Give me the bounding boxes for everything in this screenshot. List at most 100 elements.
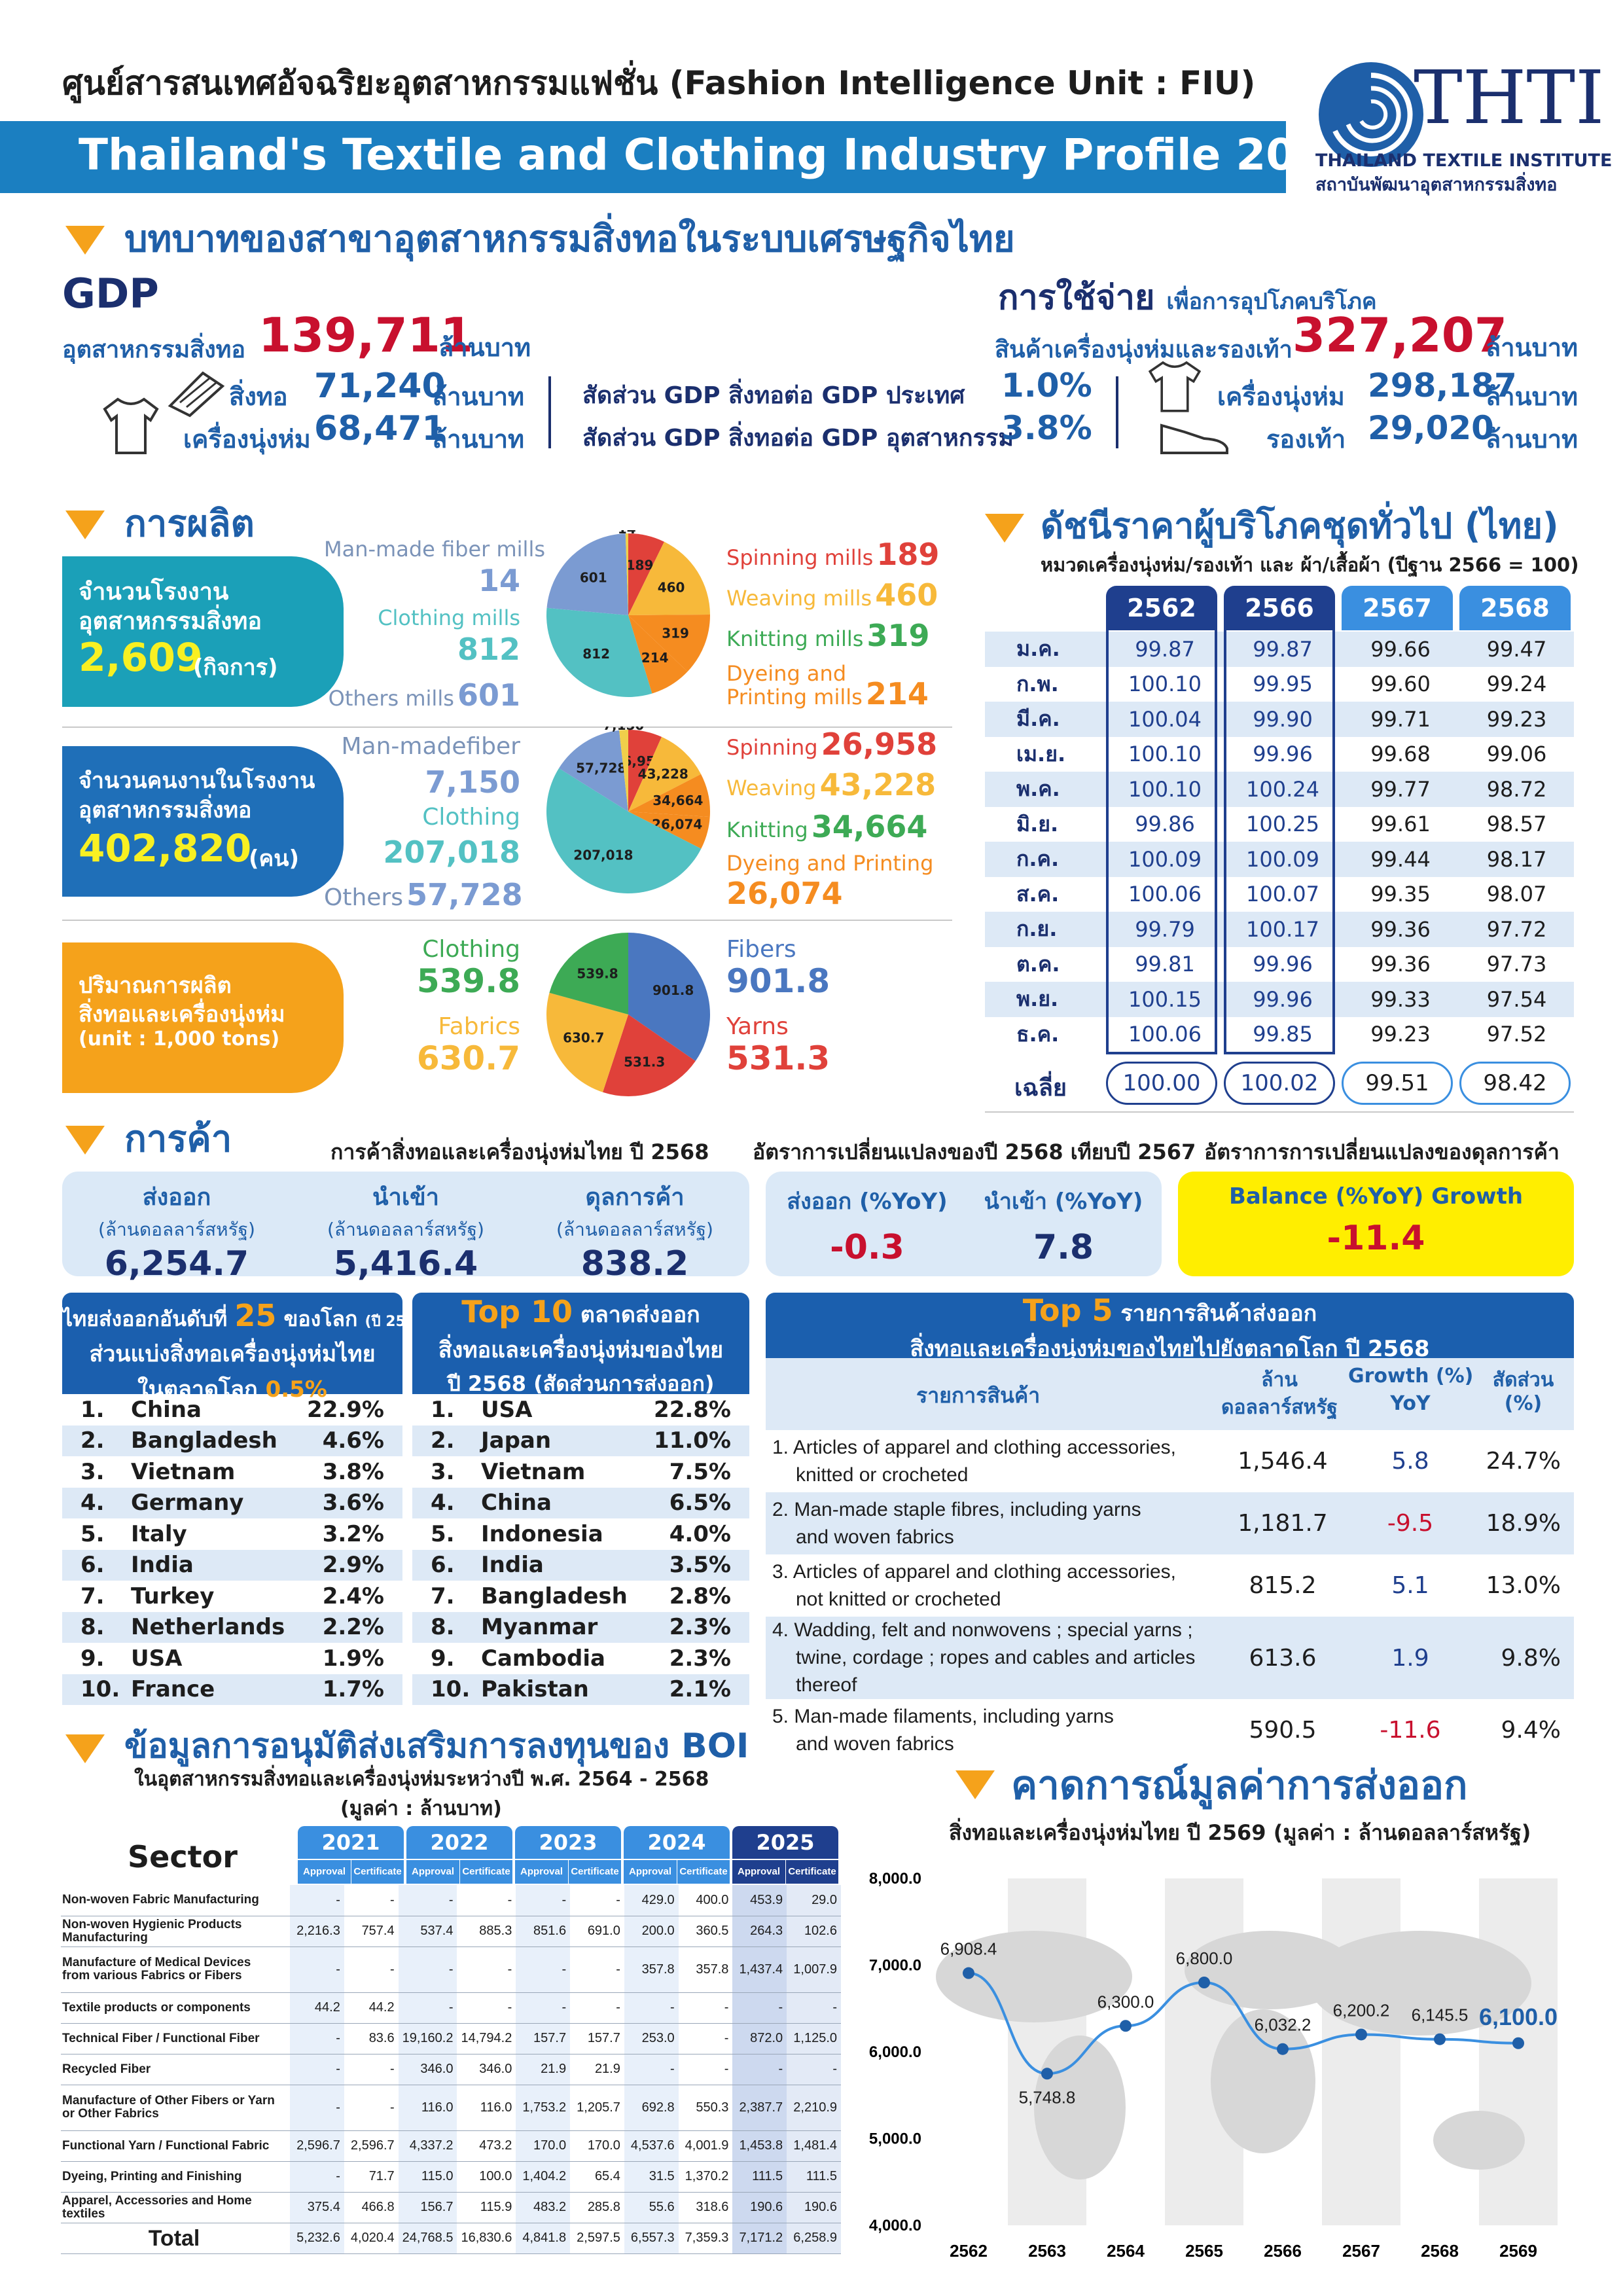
- spend-label-sub: เพื่อการอุปโภคบริโภค: [1166, 289, 1377, 315]
- boi-cell: -: [457, 1946, 516, 1993]
- table-row: 1. Articles of apparel and clothing acce…: [766, 1430, 1574, 1492]
- boi-cell: 2,596.7: [344, 2130, 399, 2162]
- pie-slice: [628, 730, 662, 812]
- factories-weaving: Weaving mills 460: [726, 577, 938, 613]
- factories-label1: จำนวนโรงงาน: [79, 579, 229, 605]
- boi-sector-name: Dyeing, Printing and Finishing: [62, 2169, 242, 2183]
- boi-cell: 1,481.4: [787, 2130, 841, 2162]
- factories-label2: อุตสาหกรรมสิ่งทอ: [79, 608, 262, 635]
- boi-cell: 4,537.6: [624, 2130, 679, 2162]
- boi-total-cell: 5,232.6: [290, 2223, 344, 2254]
- cpi-col-frame-2566: [1224, 630, 1335, 1054]
- cpi-value: 99.68: [1370, 742, 1431, 767]
- pie-slice: [619, 730, 628, 812]
- factories-dyeing-value: 214: [865, 676, 929, 711]
- volume-label2: สิ่งทอและเครื่องนุ่งห่ม: [79, 1001, 285, 1028]
- list-item: 5. Indonesia 4.0%: [412, 1518, 749, 1550]
- top5-value: 815.2: [1249, 1572, 1317, 1599]
- boi-cell: -: [344, 2054, 399, 2085]
- rank-share: 4.6%: [304, 1425, 402, 1456]
- boi-title: ข้อมูลการอนุมัติส่งเสริมการลงทุนของ BOI: [124, 1727, 749, 1766]
- garment-unit: ล้านบาท: [432, 425, 525, 454]
- cpi-value: 99.90: [1224, 702, 1342, 737]
- forecast-title: คาดการณ์มูลค่าการส่งออก: [1011, 1763, 1468, 1808]
- rank-share: 3.6%: [304, 1487, 402, 1518]
- top5-line2: สิ่งทอและเครื่องนุ่งห่มของไทยไปยังตลาดโล…: [910, 1336, 1430, 1362]
- factories-clothing-label: Clothing mills: [378, 605, 520, 630]
- volume-fibers-value: 901.8: [726, 962, 830, 1000]
- boi-cell: 1,753.2: [516, 2085, 571, 2131]
- rank-country: France: [131, 1674, 304, 1705]
- top5-label: Top 5: [1022, 1293, 1113, 1328]
- trade-import-yoy: นำเข้า (%YoY) 7.8: [965, 1183, 1162, 1267]
- boi-cell: -: [732, 1992, 787, 2024]
- cpi-month: ส.ค.: [1016, 881, 1060, 906]
- workers-spinning: Spinning 26,958: [726, 726, 937, 762]
- boi-cell: 400.0: [678, 1885, 733, 1916]
- table-row: Non-woven Fabric Manufacturing - - - - - -429.…: [61, 1885, 841, 1916]
- share-industry-value: 3.8%: [1001, 409, 1092, 447]
- top10-country: China: [481, 1487, 651, 1518]
- divider: [1116, 376, 1118, 448]
- volume-pie-chart: 901.8 531.3 630.7 539.8: [546, 933, 710, 1096]
- list-item: 1. USA 22.8%: [412, 1394, 749, 1426]
- boi-cell: 100.0: [457, 2161, 516, 2193]
- boi-total-cell: 6,557.3: [624, 2223, 679, 2254]
- boi-cell: -: [290, 2085, 344, 2131]
- cpi-value: 100.17: [1224, 912, 1342, 947]
- cpi-value: 99.66: [1342, 632, 1459, 667]
- rank-line1c: ของโลก: [283, 1306, 358, 1331]
- divider: [62, 726, 952, 728]
- boi-cell: -: [290, 2054, 344, 2085]
- trade-import-yoy-label: นำเข้า (%YoY): [984, 1189, 1143, 1215]
- top5-item: 1. Articles of apparel and clothing acce…: [766, 1430, 1217, 1492]
- boi-sector-name: Manufacture of Medical Devices: [62, 1956, 251, 1969]
- spend-garment-label: เครื่องนุ่งห่ม: [1217, 382, 1345, 411]
- spend-garment-unit: ล้านบาท: [1486, 382, 1578, 411]
- list-item: 8. Myanmar 2.3%: [412, 1611, 749, 1643]
- top5-growth: 1.9: [1348, 1617, 1472, 1699]
- boi-cell: -: [457, 1885, 516, 1916]
- top5-h-item: รายการสินค้า: [916, 1383, 1041, 1408]
- workers-manmade-value: 7,150: [425, 764, 520, 800]
- boi-cell: 1,437.4: [732, 1946, 787, 1993]
- rank-table: 1. China 22.9% 2. Bangladesh 4.6% 3. Vietnam 3.8…: [62, 1394, 402, 1705]
- boi-cell: -: [624, 2054, 679, 2085]
- table-row: Manufacture of Medical Devices from vario…: [61, 1946, 841, 1993]
- rank-country: India: [131, 1549, 304, 1581]
- forecast-data-label: 6,145.5: [1412, 2005, 1469, 2025]
- top5-item-line1: 4. Wadding, felt and nonwovens ; special…: [772, 1619, 1193, 1641]
- pie-value-label: 189: [626, 557, 654, 573]
- rank-header: ไทยส่งออกอันดับที่ 25 ของโลก (ปี 2568) ส…: [62, 1293, 432, 1403]
- boi-cell: 83.6: [344, 2023, 399, 2054]
- trade-import-label: นำเข้า: [372, 1184, 439, 1211]
- boi-certificate-label: Certificate: [351, 1860, 404, 1884]
- list-item: 9. USA 1.9%: [62, 1643, 402, 1674]
- x-tick-label: 2569: [1499, 2241, 1537, 2261]
- table-row: Textile products or components 44.2 44.2- -…: [61, 1992, 841, 2024]
- volume-yarns-value: 531.3: [726, 1039, 830, 1077]
- boi-cell: 1,404.2: [516, 2161, 571, 2193]
- top5-share: 24.7%: [1486, 1448, 1561, 1475]
- logo: THTI THAILAND TEXTILE INSTITUTE สถาบันพั…: [1315, 56, 1612, 195]
- list-item: 2. Japan 11.0%: [412, 1425, 749, 1456]
- cpi-month: มี.ค.: [985, 702, 1106, 737]
- table-row: 2. Man-made staple fibres, including yar…: [766, 1492, 1574, 1554]
- factories-spinning-value: 189: [876, 537, 940, 572]
- factories-clothing-value: 812: [457, 632, 520, 667]
- boi-cell: -: [290, 2023, 344, 2054]
- workers-others-label: Others: [324, 884, 403, 911]
- table-row: 5. Man-made filaments, including yarns an…: [766, 1699, 1574, 1761]
- trade-caption-3: อัตราการการเปลี่ยนแปลงของดุลการค้า: [1204, 1139, 1560, 1164]
- boi-cell: 44.2: [344, 1992, 399, 2024]
- boi-total-label: Total: [61, 2223, 291, 2254]
- tshirt-icon: [1148, 361, 1202, 412]
- cpi-month: เม.ย.: [1016, 741, 1066, 766]
- boi-sector: Manufacture of Other Fibers or Yarn or Ot…: [61, 2085, 291, 2131]
- rank-country: Turkey: [131, 1583, 215, 1609]
- boi-year-headers: 2021 Approval Certificate 2022 Approval Certi…: [298, 1826, 841, 1885]
- cpi-value: 100.25: [1246, 812, 1319, 837]
- top10-share: 3.5%: [651, 1549, 749, 1581]
- workers-weaving: Weaving 43,228: [726, 767, 936, 802]
- spend-shoe-label: รองเท้า: [1266, 425, 1346, 454]
